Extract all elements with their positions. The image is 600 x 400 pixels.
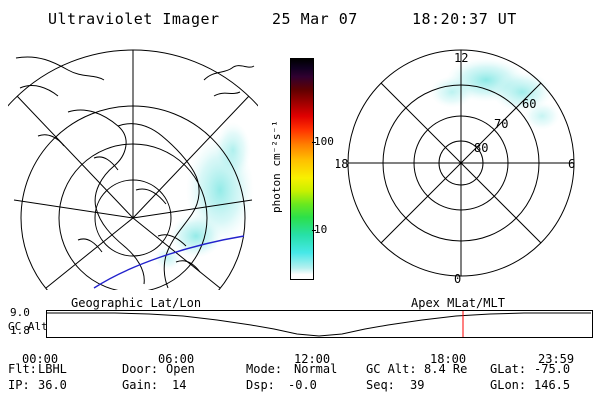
ip-value: 36.0 bbox=[38, 378, 67, 392]
ip-label: IP: bbox=[8, 378, 30, 392]
apex-polar-plot[interactable]: 12 18 6 0 60 70 80 bbox=[336, 40, 586, 290]
gc-alt-axis-title: GC Alt bbox=[8, 320, 48, 333]
mlt-label-18: 18 bbox=[336, 157, 348, 171]
colorbar: photon cm⁻²s⁻¹ 100 10 bbox=[270, 48, 334, 288]
door-value: Open bbox=[166, 362, 195, 376]
dsp-label: Dsp: bbox=[246, 378, 275, 392]
gain-label: Gain: bbox=[122, 378, 159, 392]
mlt-label-0: 0 bbox=[454, 272, 461, 286]
header-date: 25 Mar 07 bbox=[272, 10, 358, 28]
mlat-label-60: 60 bbox=[522, 97, 536, 111]
orbit-altitude-timeline[interactable]: Geographic Lat/Lon Apex MLat/MLT 9.0 1.8… bbox=[8, 296, 593, 366]
y-tick-1p8: 1.8 bbox=[10, 324, 30, 337]
glat-value: -75.0 bbox=[534, 362, 571, 376]
page-title: Ultraviolet Imager bbox=[48, 10, 220, 28]
mlt-label-12: 12 bbox=[454, 51, 468, 65]
glon-label: GLon: bbox=[490, 378, 527, 392]
mode-label: Mode: bbox=[246, 362, 283, 376]
aurora-emission-apex bbox=[430, 58, 560, 130]
dsp-value: -0.0 bbox=[288, 378, 317, 392]
glon-value: 146.5 bbox=[534, 378, 571, 392]
apex-graticule bbox=[347, 49, 575, 277]
colorbar-axis-label: photon cm⁻²s⁻¹ bbox=[270, 120, 283, 214]
flt-label: Flt: bbox=[8, 362, 37, 376]
colorbar-tick-100: 100 bbox=[314, 135, 334, 148]
door-label: Door: bbox=[122, 362, 159, 376]
strip-label-geographic: Geographic Lat/Lon bbox=[68, 296, 205, 310]
header: Ultraviolet Imager 25 Mar 07 18:20:37 UT bbox=[0, 8, 600, 30]
mlat-label-80: 80 bbox=[474, 141, 488, 155]
terminator-line bbox=[93, 235, 245, 289]
x-tick-1200: 12:00 bbox=[294, 352, 331, 366]
mlat-label-70: 70 bbox=[494, 117, 508, 131]
strip-label-apex: Apex MLat/MLT bbox=[408, 296, 508, 310]
x-tick-0600: 06:00 bbox=[158, 352, 195, 366]
flt-value: LBHL bbox=[38, 362, 67, 376]
apex-axis-labels: 12 18 6 0 60 70 80 bbox=[336, 51, 575, 286]
coastline-outline bbox=[15, 56, 255, 289]
gain-value: 14 bbox=[172, 378, 187, 392]
aurora-emission-geographic bbox=[154, 122, 254, 270]
colorbar-gradient bbox=[290, 58, 314, 280]
x-tick-2359: 23:59 bbox=[538, 352, 575, 366]
y-tick-9: 9.0 bbox=[10, 306, 30, 319]
mode-value: Normal bbox=[294, 362, 338, 376]
geographic-graticule bbox=[8, 49, 258, 290]
x-tick-1800: 18:00 bbox=[430, 352, 467, 366]
gcalt-value: 8.4 Re bbox=[424, 362, 468, 376]
x-tick-0000: 00:00 bbox=[22, 352, 59, 366]
mlt-label-6: 6 bbox=[568, 157, 575, 171]
seq-label: Seq: bbox=[366, 378, 395, 392]
gcalt-label: GC Alt: bbox=[366, 362, 417, 376]
status-footer: Flt: LBHL Door: Open Mode: Normal GC Alt… bbox=[0, 360, 600, 396]
geographic-polar-plot[interactable] bbox=[8, 40, 258, 290]
altitude-curve bbox=[47, 312, 591, 337]
timeline-plot-box[interactable] bbox=[46, 310, 593, 338]
header-time: 18:20:37 UT bbox=[412, 10, 517, 28]
colorbar-tick-10: 10 bbox=[314, 223, 328, 236]
glat-label: GLat: bbox=[490, 362, 527, 376]
timeline-axis: 00:00 06:00 12:00 18:00 23:59 bbox=[8, 340, 592, 366]
seq-value: 39 bbox=[410, 378, 425, 392]
